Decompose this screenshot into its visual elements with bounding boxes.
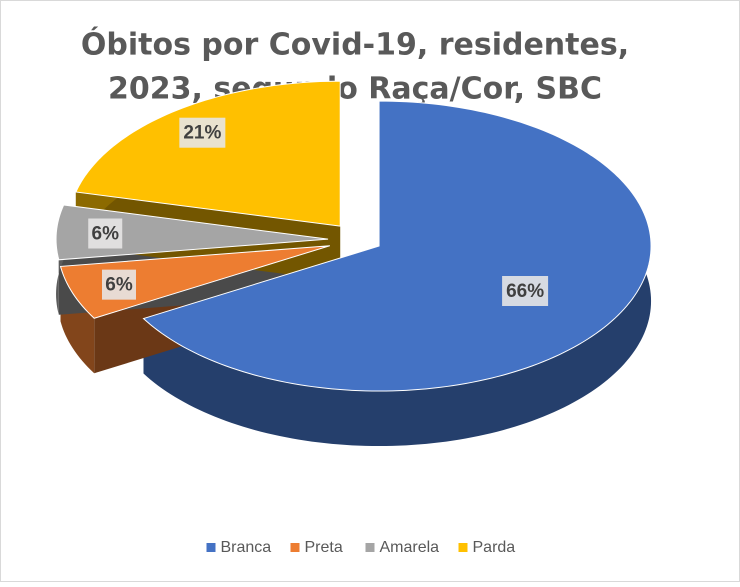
pie-tops	[55, 80, 652, 392]
legend-label: Parda	[473, 539, 516, 556]
pie-slice	[142, 100, 652, 392]
data-label-bg	[179, 117, 226, 148]
data-label: 21%	[183, 123, 221, 144]
pie-slice	[55, 204, 329, 261]
chart-title: Óbitos por Covid-19, residentes,	[81, 26, 629, 63]
legend-swatch	[458, 543, 468, 552]
data-label: 6%	[92, 224, 120, 245]
legend-swatch	[206, 543, 216, 552]
data-labels: 66% 6% 6% 21%	[88, 117, 549, 306]
legend: Branca Preta Amarela Parda	[206, 539, 516, 556]
chart-title: 2023, segundo Raça/Cor, SBC	[108, 72, 602, 107]
legend-swatch	[365, 543, 375, 552]
pie-slice	[59, 245, 330, 319]
legend-label: Branca	[221, 539, 272, 556]
data-label: 66%	[506, 281, 544, 302]
data-label: 6%	[105, 275, 133, 296]
data-label-bg	[88, 218, 123, 249]
legend-swatch	[290, 543, 300, 552]
data-label-bg	[502, 276, 549, 306]
legend-label: Preta	[305, 539, 343, 556]
legend-label: Amarela	[380, 539, 440, 556]
pie-slice	[75, 80, 341, 227]
data-label-bg	[101, 269, 136, 300]
